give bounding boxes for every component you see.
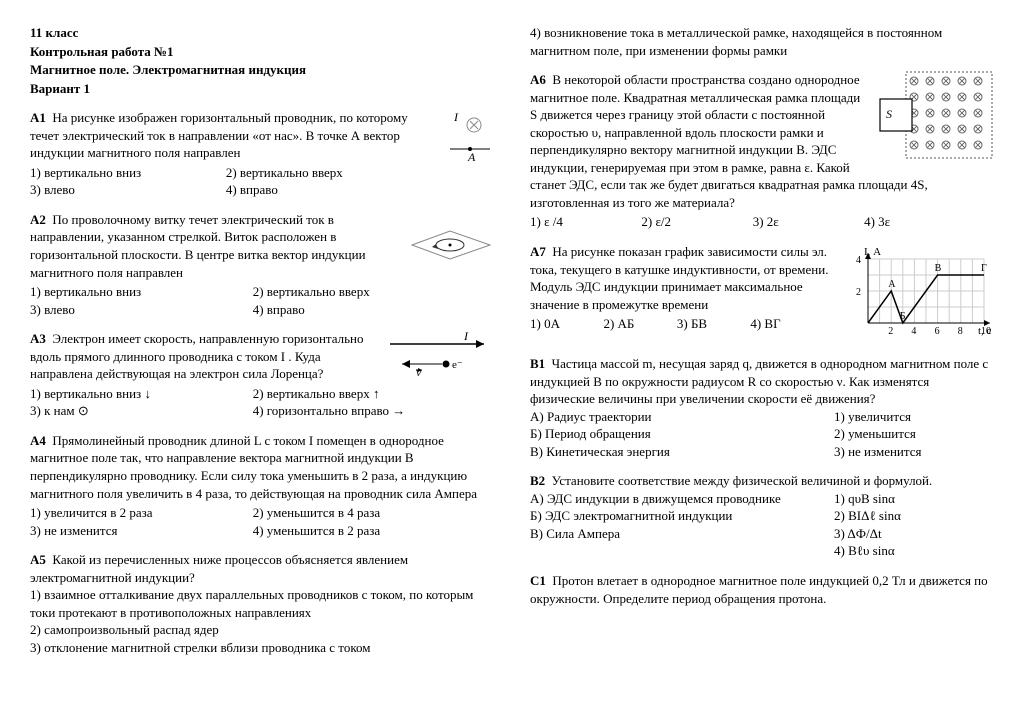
a2-opt2: 2) вертикально вверх — [253, 283, 476, 301]
a3-options: 1) вертикально вниз ↓ 2) вертикально вве… — [30, 385, 494, 420]
a5-text: Какой из перечисленных ниже процессов об… — [30, 552, 408, 585]
a3-opt2: 2) вертикально вверх ↑ — [253, 385, 476, 403]
question-a2: А2 По проволочному витку течет электриче… — [30, 211, 494, 318]
a2-figure — [408, 211, 494, 269]
right-column: 4) возникновение тока в металлической ра… — [530, 24, 994, 669]
a3-opt4: 4) горизонтально вправо → — [253, 402, 476, 420]
a5-opt4: 4) возникновение тока в металлической ра… — [530, 24, 994, 59]
a5-label: А5 — [30, 552, 46, 567]
a5-opt4-continuation: 4) возникновение тока в металлической ра… — [530, 24, 994, 59]
a2-options: 1) вертикально вниз 2) вертикально вверх… — [30, 283, 494, 318]
svg-text:В: В — [935, 263, 942, 274]
a6-label: А6 — [530, 72, 546, 87]
a5-opt2: 2) самопроизвольный распад ядер — [30, 621, 494, 639]
question-a3: I e⁻ v А3 Электрон имеет скорость, напра… — [30, 330, 494, 420]
svg-text:Б: Б — [900, 311, 906, 322]
a3-figure: I e⁻ v — [384, 330, 494, 378]
a6-figure: S — [876, 71, 994, 159]
b2-row-d: 4) Bℓυ sinα — [530, 542, 994, 560]
c1-label: С1 — [530, 573, 546, 588]
svg-text:4: 4 — [856, 255, 861, 266]
a2-opt4: 4) вправо — [253, 301, 476, 319]
header-title: Контрольная работа №1 — [30, 43, 494, 61]
a7-opt4: 4) ВГ — [750, 315, 823, 333]
a3-opt3: 3) к нам ⊙ — [30, 402, 253, 420]
a6-opt3: 3) 2ε — [753, 213, 864, 231]
a1-text: А1 На рисунке изображен горизонтальный п… — [30, 109, 494, 162]
a4-label: А4 — [30, 433, 46, 448]
a1-label: А1 — [30, 110, 46, 125]
a3-fig-I: I — [463, 330, 469, 343]
header-subject: Магнитное поле. Электромагнитная индукци… — [30, 61, 494, 79]
a4-opt3: 3) не изменится — [30, 522, 253, 540]
a1-opt1: 1) вертикально вниз — [30, 164, 226, 182]
a3-opt1: 1) вертикально вниз ↓ — [30, 385, 253, 403]
question-a7: 24681024I, Аt, сАБВГ А7 На рисунке показ… — [530, 243, 994, 343]
document-header: 11 класс Контрольная работа №1 Магнитное… — [30, 24, 494, 97]
a7-opt3: 3) БВ — [677, 315, 750, 333]
header-grade: 11 класс — [30, 24, 494, 42]
b2-row-a: А) ЭДС индукции в движущемся проводнике … — [530, 490, 994, 508]
a4-text: Прямолинейный проводник длиной L с током… — [30, 433, 477, 501]
svg-text:4: 4 — [911, 326, 916, 337]
svg-text:t, с: t, с — [978, 325, 992, 337]
c1-text: Протон влетает в однородное магнитное по… — [530, 573, 988, 606]
a6-opt4: 4) 3ε — [864, 213, 975, 231]
a7-figure: 24681024I, Аt, сАБВГ — [844, 243, 994, 343]
b1-row-a: А) Радиус траектории 1) увеличится — [530, 408, 994, 426]
a2-label: А2 — [30, 212, 46, 227]
left-column: 11 класс Контрольная работа №1 Магнитное… — [30, 24, 494, 669]
a4-opt4: 4) уменьшится в 2 раза — [253, 522, 476, 540]
a7-label: А7 — [530, 244, 546, 259]
svg-text:I, А: I, А — [864, 246, 881, 258]
a4-options: 1) увеличится в 2 раза 2) уменьшится в 4… — [30, 504, 494, 539]
svg-text:Г: Г — [981, 263, 987, 274]
a1-opt2: 2) вертикально вверх — [226, 164, 422, 182]
a6-opt2: 2) ε/2 — [641, 213, 752, 231]
a1-opt3: 3) влево — [30, 181, 226, 199]
a4-opt2: 2) уменьшится в 4 раза — [253, 504, 476, 522]
svg-text:2: 2 — [888, 326, 893, 337]
question-a1: I A А1 На рисунке изображен горизонтальн… — [30, 109, 494, 199]
a2-opt1: 1) вертикально вниз — [30, 283, 253, 301]
b1-row-c: В) Кинетическая энергия 3) не изменится — [530, 443, 994, 461]
a2-opt3: 3) влево — [30, 301, 253, 319]
a7-options: 1) 0А 2) АБ 3) БВ 4) ВГ — [530, 315, 836, 333]
question-a4: А4 Прямолинейный проводник длиной L с то… — [30, 432, 494, 539]
svg-text:2: 2 — [856, 287, 861, 298]
b2-row-b: Б) ЭДС электромагнитной индукции 2) BIΔℓ… — [530, 507, 994, 525]
a5-opt1: 1) взаимное отталкивание двух параллельн… — [30, 586, 494, 621]
header-variant: Вариант 1 — [30, 80, 494, 98]
question-a6: S А6 В некоторой области пространства со… — [530, 71, 994, 231]
a1-fig-I: I — [453, 110, 459, 124]
b2-row-c: В) Сила Ампера 3) ΔФ/Δt — [530, 525, 994, 543]
a1-fig-A: A — [467, 150, 476, 164]
svg-text:8: 8 — [958, 326, 963, 337]
b1-row-b: Б) Период обращения 2) уменьшится — [530, 425, 994, 443]
a4-opt1: 1) увеличится в 2 раза — [30, 504, 253, 522]
b1-label: B1 — [530, 356, 545, 371]
a3-label: А3 — [30, 331, 46, 346]
b2-label: B2 — [530, 473, 545, 488]
b2-text: Установите соответствие между физической… — [552, 473, 933, 488]
page-root: 11 класс Контрольная работа №1 Магнитное… — [30, 24, 994, 669]
a6-opt1: 1) ε /4 — [530, 213, 641, 231]
a1-opt4: 4) вправо — [226, 181, 422, 199]
question-a5: А5 Какой из перечисленных ниже процессов… — [30, 551, 494, 656]
a1-options: 1) вертикально вниз 2) вертикально вверх… — [30, 164, 438, 199]
a5-opt3: 3) отклонение магнитной стрелки вблизи п… — [30, 639, 494, 657]
a7-opt1: 1) 0А — [530, 315, 603, 333]
a3-fig-e: e⁻ — [452, 359, 463, 371]
svg-text:6: 6 — [935, 326, 940, 337]
svg-text:А: А — [888, 279, 896, 290]
svg-text:S: S — [886, 107, 892, 121]
question-c1: С1 Протон влетает в однородное магнитное… — [530, 572, 994, 607]
a7-opt2: 2) АБ — [603, 315, 676, 333]
a1-figure: I A — [446, 109, 494, 165]
question-b2: B2 Установите соответствие между физичес… — [530, 472, 994, 560]
a6-options: 1) ε /4 2) ε/2 3) 2ε 4) 3ε — [530, 213, 994, 231]
b1-text: Частица массой m, несущая заряд q, движе… — [530, 356, 988, 406]
question-b1: B1 Частица массой m, несущая заряд q, дв… — [530, 355, 994, 460]
